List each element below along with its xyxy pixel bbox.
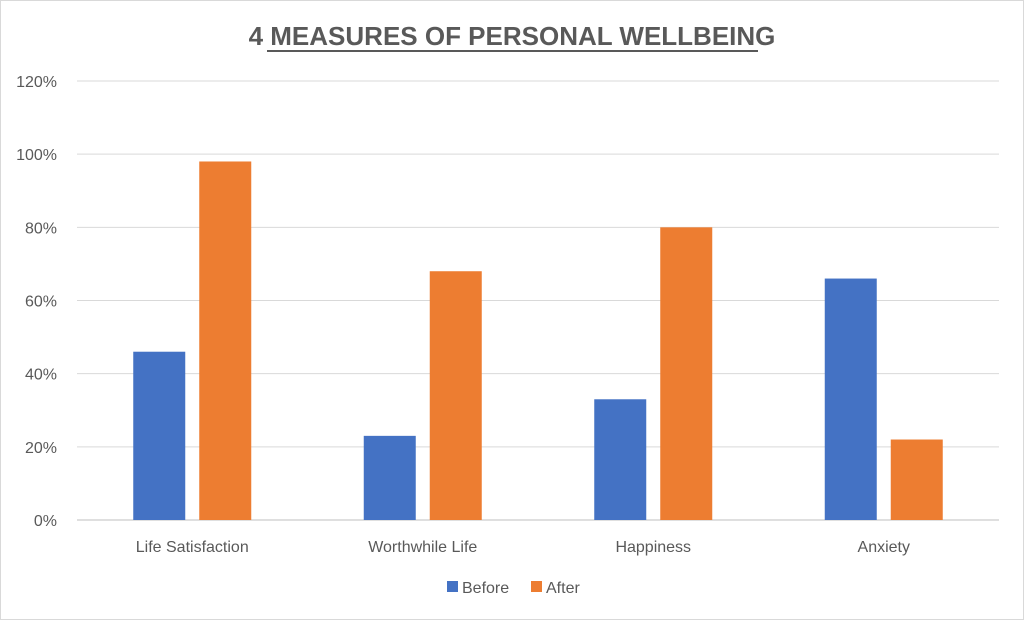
bar-before bbox=[133, 351, 186, 520]
y-tick-label: 0% bbox=[34, 513, 57, 530]
legend-label-before: Before bbox=[462, 580, 509, 597]
chart-title: 4 MEASURES OF PERSONAL WELLBEING bbox=[249, 21, 776, 51]
y-tick-label: 60% bbox=[25, 294, 57, 311]
legend-label-after: After bbox=[546, 580, 580, 597]
y-axis-ticks: 0% 20% 40% 60% 80% 100% 120% bbox=[16, 74, 57, 530]
legend: Before After bbox=[447, 580, 580, 597]
bar-after bbox=[429, 271, 482, 520]
bar-after bbox=[199, 161, 252, 520]
y-tick-label: 80% bbox=[25, 220, 57, 237]
x-tick-label: Happiness bbox=[615, 539, 691, 556]
legend-swatch-after bbox=[531, 581, 542, 592]
y-tick-label: 40% bbox=[25, 367, 57, 384]
x-tick-label: Worthwhile Life bbox=[368, 539, 477, 556]
x-axis-ticks: Life Satisfaction Worthwhile Life Happines… bbox=[136, 539, 910, 556]
bar-after bbox=[890, 439, 943, 520]
x-tick-label: Anxiety bbox=[858, 539, 910, 556]
bar-before bbox=[363, 435, 416, 520]
bars bbox=[133, 161, 943, 521]
bar-before bbox=[594, 399, 647, 520]
x-tick-label: Life Satisfaction bbox=[136, 539, 249, 556]
bar-before bbox=[824, 278, 877, 520]
legend-swatch-before bbox=[447, 581, 458, 592]
y-tick-label: 120% bbox=[16, 74, 57, 91]
y-tick-label: 100% bbox=[16, 147, 57, 164]
bar-after bbox=[660, 227, 713, 521]
y-tick-label: 20% bbox=[25, 440, 57, 457]
